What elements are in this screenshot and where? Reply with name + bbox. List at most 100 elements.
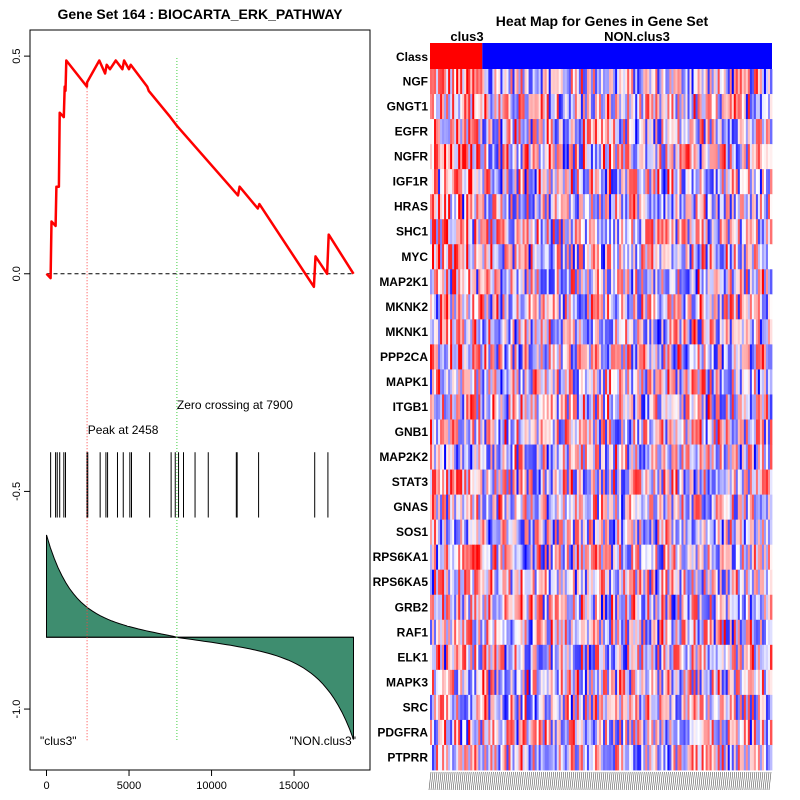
heatmap-cell [727,594,731,621]
heatmap-cell [538,119,542,145]
heatmap-cell [438,319,441,345]
heatmap-cell [683,344,686,370]
heatmap-cell [733,694,737,721]
heatmap-cell [713,569,717,596]
heatmap-cell [524,569,527,596]
heatmap-cell [763,544,767,571]
heatmap-cell [574,619,578,646]
heatmap-cell [496,369,499,395]
heatmap-cell [488,344,491,370]
heatmap-cell [482,494,485,521]
heatmap-cell [705,644,709,671]
heatmap-cell [769,669,773,696]
heatmap-cell [522,669,525,696]
heatmap-cell [717,194,721,220]
heatmap-cell [486,719,489,746]
heatmap-cell [755,144,759,170]
heatmap-cell [546,594,550,621]
heatmap-cell [474,394,477,420]
heatmap-cell [677,169,680,195]
heatmap-cell [560,544,564,571]
heatmap-cell [462,369,465,395]
heatmap-cell [442,594,445,621]
heatmap-cell [448,569,451,596]
heatmap-cell [671,494,674,521]
heatmap-cell [607,644,610,671]
heatmap-cell [743,144,747,170]
heatmap-cell [759,319,763,345]
heatmap-cell [476,244,479,270]
heatmap-cell [582,394,586,420]
heatmap-cell [681,719,684,746]
heatmap-cell [540,569,544,596]
heatmap-cell [512,469,515,496]
y-tick-label: -0.5 [11,482,23,501]
heatmap-cell [494,194,497,220]
gene-label: MKNK2 [385,300,428,314]
heatmap-cell [747,444,751,470]
heatmap-cell [691,194,694,220]
heatmap-cell [755,344,759,370]
heatmap-cell [502,294,505,320]
heatmap-cell [681,269,684,295]
heatmap-cell [554,619,558,646]
heatmap-cell [659,494,662,521]
heatmap-cell [731,519,735,546]
heatmap-cell [603,444,606,470]
heatmap-cell [687,319,690,345]
heatmap-cell [576,294,580,320]
heatmap-cell [582,469,586,496]
heatmap-cell [665,719,668,746]
heatmap-cell [492,269,495,295]
heatmap-cell [564,469,568,496]
heatmap-cell [607,494,610,521]
sample-label-mark [575,771,579,791]
heatmap-cell [486,294,489,320]
heatmap-cell [432,469,435,496]
heatmap-cell [685,219,688,245]
heatmap-cell [522,619,525,646]
heatmap-cell [524,594,527,621]
heatmap-cell [629,719,632,746]
heatmap-cell [598,94,602,120]
heatmap-cell [586,344,590,370]
x-tick-label: 5000 [117,780,141,792]
heatmap-cell [576,244,580,270]
heatmap-cell [629,394,632,420]
heatmap-cell [609,419,612,445]
heatmap-cell [534,194,538,220]
heatmap-cell [739,744,743,771]
heatmap-cell [607,469,610,496]
heatmap-cell [767,394,771,420]
heatmap-cell [544,419,548,445]
heatmap-cell [747,694,751,721]
heatmap-cell [544,344,548,370]
heatmap-cell [560,644,564,671]
heatmap-cell [751,69,755,95]
heatmap-cell [502,744,505,771]
heatmap-cell [516,494,519,521]
heatmap-cell [536,544,540,571]
heatmap-cell [731,544,735,571]
heatmap-cell [717,744,721,771]
heatmap-cell [671,519,674,546]
heatmap-cell [705,444,709,470]
heatmap-cell [729,394,733,420]
heatmap-cell [574,644,578,671]
heatmap-cell [496,244,499,270]
heatmap-cell [759,594,763,621]
heatmap-cell [592,169,596,195]
heatmap-cell [456,369,459,395]
heatmap-cell [659,194,662,220]
heatmap-cell [592,94,596,120]
heatmap-cell [516,569,519,596]
heatmap-cell [645,169,648,195]
heatmap-cell [486,69,489,95]
heatmap-cell [665,694,668,721]
heatmap-cell [522,344,525,370]
heatmap-cell [506,244,509,270]
heatmap-cell [759,394,763,420]
heatmap-cell [576,194,580,220]
heatmap-cell [731,469,735,496]
heatmap-cell [572,669,576,696]
